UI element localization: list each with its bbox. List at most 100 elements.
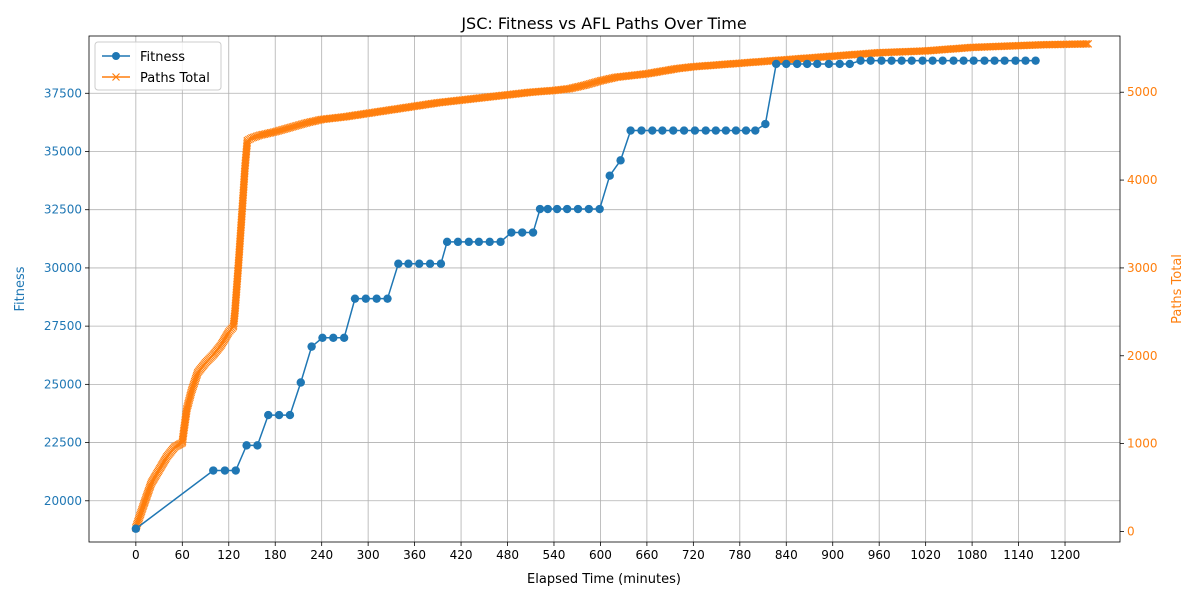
fitness-point [721,126,731,135]
paths-total-marker [574,82,583,91]
y-tick-label: 37500 [44,86,82,100]
fitness-point [464,237,474,247]
fitness-point [802,59,812,69]
x-tick-label: 780 [728,548,751,562]
paths-total-marker [266,128,275,137]
fitness-point [535,204,545,214]
fitness-point [296,378,305,387]
fitness-point [383,294,392,303]
paths-total-marker [570,83,578,92]
paths-total-series [131,40,1093,532]
paths-total-marker [598,76,606,85]
y-tick-label: 22500 [44,436,82,450]
paths-total-marker [255,131,264,140]
fitness-point [350,294,360,303]
paths-total-marker [571,83,580,92]
paths-total-marker [573,83,582,91]
y-axis-right-label: Paths Total [1170,254,1185,324]
y-right-tick-label: 4000 [1127,173,1158,187]
fitness-point [474,237,484,247]
fitness-point [562,204,572,214]
fitness-point [928,56,937,65]
fitness-point [253,441,262,450]
x-tick-label: 960 [868,548,891,562]
paths-total-marker [579,81,588,90]
x-tick-label: 600 [589,548,612,562]
legend-fitness-label: Fitness [140,50,185,65]
fitness-point [131,524,141,533]
paths-total-marker [314,116,323,125]
fitness-point [616,156,625,165]
x-tick-label: 900 [821,548,844,562]
y-axis-left: 20000 22500 25000 27500 30000 32500 35000 37500 [44,86,89,508]
y-right-tick-label: 2000 [1127,349,1158,363]
fitness-point [528,228,538,237]
y-right-tick-label: 0 [1127,524,1135,538]
fitness-point [856,56,865,65]
fitness-point [626,126,635,135]
paths-total-marker [577,82,586,90]
fitness-point [669,126,678,135]
x-tick-label: 420 [450,548,473,562]
fitness-point [605,171,614,180]
fitness-point [772,59,781,69]
x-tick-label: 300 [357,548,380,562]
fitness-point [887,56,896,65]
x-tick-label: 540 [543,548,566,562]
x-tick-label: 360 [403,548,426,562]
paths-total-marker [310,117,318,126]
fitness-point [307,342,316,351]
fitness-point [959,56,968,65]
fitness-point [394,259,403,268]
fitness-point [792,59,802,69]
grid [89,36,1120,542]
x-tick-label: 120 [217,548,240,562]
fitness-point [751,126,760,135]
paths-total-marker [1082,40,1091,48]
plot-frame [88,35,1121,543]
fitness-point [877,56,886,65]
paths-total-marker [599,76,608,84]
y-axis-right: 0 1000 2000 3000 4000 5000 [1120,85,1158,538]
paths-total-marker [596,76,605,85]
x-tick-label: 1080 [957,548,988,562]
y-tick-label: 25000 [44,377,82,391]
paths-total-marker [311,116,320,125]
fitness-point [442,237,452,247]
fitness-point [1011,56,1020,65]
paths-total-marker [263,129,272,138]
paths-total-marker [182,407,191,416]
y-tick-label: 27500 [44,319,82,333]
fitness-point [907,56,916,65]
fitness-point [990,56,999,65]
x-tick-label: 60 [175,548,190,562]
fitness-point [573,204,583,214]
x-tick-label: 840 [775,548,798,562]
paths-total-marker [568,84,577,92]
fitness-point [711,126,721,135]
x-tick-label: 240 [310,548,333,562]
x-tick-label: 660 [635,548,658,562]
fitness-point [761,119,770,129]
fitness-point [361,294,371,303]
x-tick-label: 0 [132,548,140,562]
paths-total-marker [567,84,575,93]
legend: Fitness Paths Total [94,41,222,91]
fitness-point [543,204,552,214]
y-right-tick-label: 5000 [1127,85,1158,99]
x-tick-label: 180 [264,548,287,562]
legend-fitness-marker [112,52,120,60]
fitness-point [209,466,218,475]
fitness-point [1031,56,1040,65]
fitness-point [658,126,667,135]
paths-total-marker [608,74,617,82]
paths-total-marker [269,128,278,136]
fitness-point [813,59,822,69]
paths-total-marker [262,129,270,138]
legend-paths-label: Paths Total [140,71,210,86]
y-right-tick-label: 1000 [1127,437,1158,451]
fitness-point [274,410,284,420]
paths-total-marker [565,84,574,93]
